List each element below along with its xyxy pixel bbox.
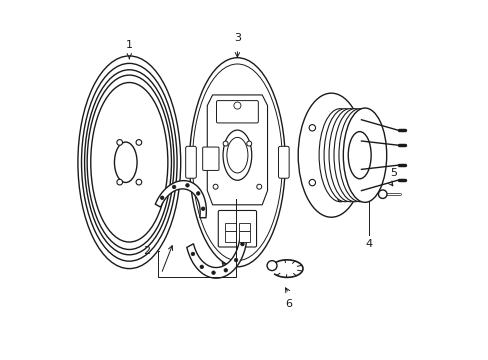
Ellipse shape (343, 108, 386, 202)
Ellipse shape (78, 56, 181, 269)
Text: 4: 4 (364, 239, 371, 249)
FancyBboxPatch shape (185, 146, 196, 178)
Polygon shape (207, 95, 267, 205)
Ellipse shape (343, 109, 386, 202)
Text: 3: 3 (233, 33, 241, 43)
Ellipse shape (189, 58, 285, 267)
Bar (224, 231, 235, 242)
Circle shape (211, 271, 215, 274)
Ellipse shape (87, 75, 171, 249)
Ellipse shape (192, 64, 282, 261)
Circle shape (378, 190, 386, 198)
Circle shape (339, 111, 346, 117)
Circle shape (160, 196, 163, 199)
Circle shape (185, 184, 189, 187)
Ellipse shape (84, 70, 174, 255)
Circle shape (223, 141, 227, 146)
FancyBboxPatch shape (202, 147, 219, 170)
Circle shape (246, 141, 251, 146)
Circle shape (191, 252, 194, 256)
Ellipse shape (223, 130, 251, 180)
Circle shape (136, 140, 142, 145)
Circle shape (266, 261, 276, 271)
Ellipse shape (226, 138, 247, 173)
Circle shape (256, 184, 261, 189)
Ellipse shape (347, 132, 370, 179)
Circle shape (240, 242, 244, 246)
Circle shape (172, 185, 176, 189)
Circle shape (200, 265, 203, 269)
Circle shape (117, 179, 122, 185)
Ellipse shape (338, 109, 380, 202)
Circle shape (337, 195, 344, 202)
Circle shape (196, 192, 200, 195)
Polygon shape (186, 235, 247, 278)
Circle shape (233, 102, 241, 109)
Bar (239, 231, 249, 242)
Text: 1: 1 (125, 40, 133, 50)
Ellipse shape (298, 93, 364, 217)
Circle shape (201, 207, 204, 211)
Text: 5: 5 (389, 168, 396, 178)
Circle shape (136, 179, 142, 185)
Circle shape (117, 140, 122, 145)
Circle shape (234, 258, 237, 262)
FancyBboxPatch shape (216, 100, 258, 123)
Ellipse shape (333, 109, 375, 202)
Text: 6: 6 (285, 299, 292, 309)
FancyBboxPatch shape (278, 146, 288, 178)
Circle shape (308, 179, 315, 186)
Circle shape (224, 269, 227, 272)
Circle shape (213, 184, 218, 189)
Polygon shape (155, 181, 206, 218)
Bar (224, 222, 235, 231)
Text: 2: 2 (143, 246, 150, 256)
Circle shape (308, 125, 315, 131)
Ellipse shape (91, 82, 167, 242)
Bar (239, 222, 249, 231)
Ellipse shape (328, 109, 370, 202)
FancyBboxPatch shape (218, 211, 256, 247)
Ellipse shape (81, 63, 177, 261)
Ellipse shape (324, 109, 366, 202)
Ellipse shape (114, 142, 137, 183)
